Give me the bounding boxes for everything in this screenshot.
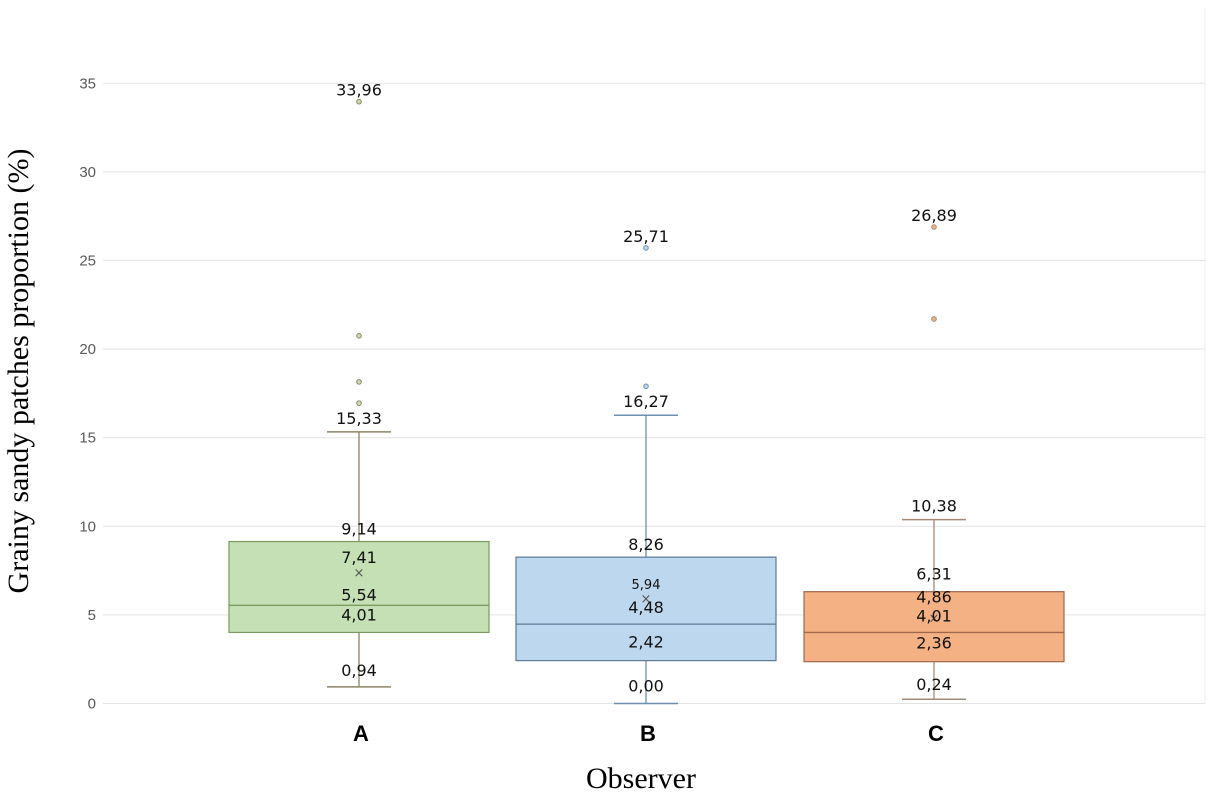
data-label-median-B: 4,48 [628, 598, 664, 617]
outlier-A-0 [356, 400, 362, 406]
data-label-q3-B: 8,26 [628, 535, 664, 554]
box-C [803, 591, 1065, 663]
y-axis-title: Grainy sandy patches proportion (%) [2, 149, 35, 594]
y-tick-label-35: 35 [79, 75, 96, 92]
y-tick-label-10: 10 [79, 518, 96, 535]
box-group-A: × [228, 98, 490, 688]
mean-marker-A: × [354, 566, 365, 581]
data-label-min-C: 0,24 [916, 675, 952, 694]
outlier-B-1 [643, 245, 649, 251]
y-tick-label-20: 20 [79, 341, 96, 358]
y-tick-label-0: 0 [88, 696, 96, 713]
data-label-mean-B: 5,94 [632, 578, 661, 593]
box-B [515, 556, 777, 662]
data-label-max-C: 10,38 [911, 497, 957, 516]
data-label-median-A: 5,54 [341, 585, 377, 604]
x-category-label-C: C [928, 721, 944, 746]
data-label-q3-C: 6,31 [916, 565, 952, 584]
data-label-mean-A: 7,41 [341, 548, 377, 567]
y-tick-label-25: 25 [79, 253, 96, 270]
y-axis-ticks: 0 5 10 15 20 25 30 35 [79, 75, 96, 712]
mean-marker-C: × [929, 611, 940, 626]
boxes-layer: × × × [228, 98, 1065, 705]
x-axis-title: Observer [586, 762, 696, 795]
outlier-A-1 [356, 379, 362, 385]
box-group-C: × [803, 224, 1065, 700]
x-category-label-B: B [640, 721, 656, 746]
box-group-B: × [515, 245, 777, 705]
data-label-mean-C: 4,86 [916, 587, 952, 606]
data-label-min-B: 0,00 [628, 677, 664, 696]
data-label-min-A: 0,94 [341, 661, 377, 680]
data-label-max-A: 15,33 [336, 409, 382, 428]
outlier-B-0 [643, 383, 649, 390]
y-tick-label-15: 15 [79, 430, 96, 447]
data-label-q1-B: 2,42 [628, 633, 664, 652]
mean-marker-B: × [641, 592, 652, 607]
data-label-top_outlier-C: 26,89 [911, 206, 957, 225]
data-label-top_outlier-B: 25,71 [623, 227, 669, 246]
y-tick-label-30: 30 [79, 164, 96, 181]
x-axis-categories: A B C [353, 721, 944, 746]
data-label-q3-A: 9,14 [341, 520, 377, 539]
data-label-median-C: 4,01 [916, 606, 952, 625]
data-label-q1-C: 2,36 [916, 634, 952, 653]
box-A [228, 540, 490, 634]
x-category-label-A: A [353, 721, 369, 746]
outlier-A-2 [356, 333, 362, 339]
data-label-q1-A: 4,01 [341, 605, 377, 624]
y-tick-label-5: 5 [88, 607, 96, 624]
outlier-C-1 [931, 224, 937, 230]
data-label-max-B: 16,27 [623, 392, 669, 411]
data-label-top_outlier-A: 33,96 [336, 81, 382, 100]
data-labels-layer: 15,339,147,415,544,010,9433,9616,278,265… [336, 81, 957, 696]
outlier-A-3 [356, 98, 362, 105]
outlier-C-0 [931, 316, 937, 322]
